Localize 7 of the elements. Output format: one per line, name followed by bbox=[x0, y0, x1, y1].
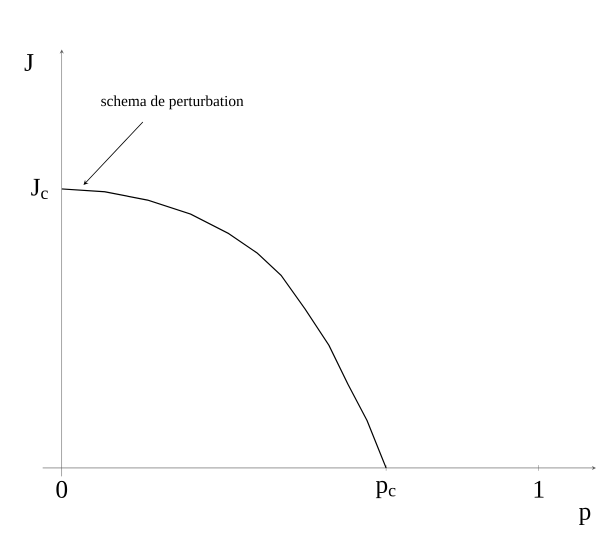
annotation: J$_{c}$ bbox=[31, 178, 48, 200]
x-tick-label: p$_{c}$ bbox=[376, 480, 396, 498]
annotation: schema de perturbation bbox=[101, 95, 244, 110]
x-axis-title: p bbox=[579, 508, 590, 526]
x-tick-label: 1 bbox=[534, 480, 544, 498]
y-axis-title: J bbox=[24, 54, 34, 72]
x-tick-label: 0 bbox=[56, 480, 68, 498]
